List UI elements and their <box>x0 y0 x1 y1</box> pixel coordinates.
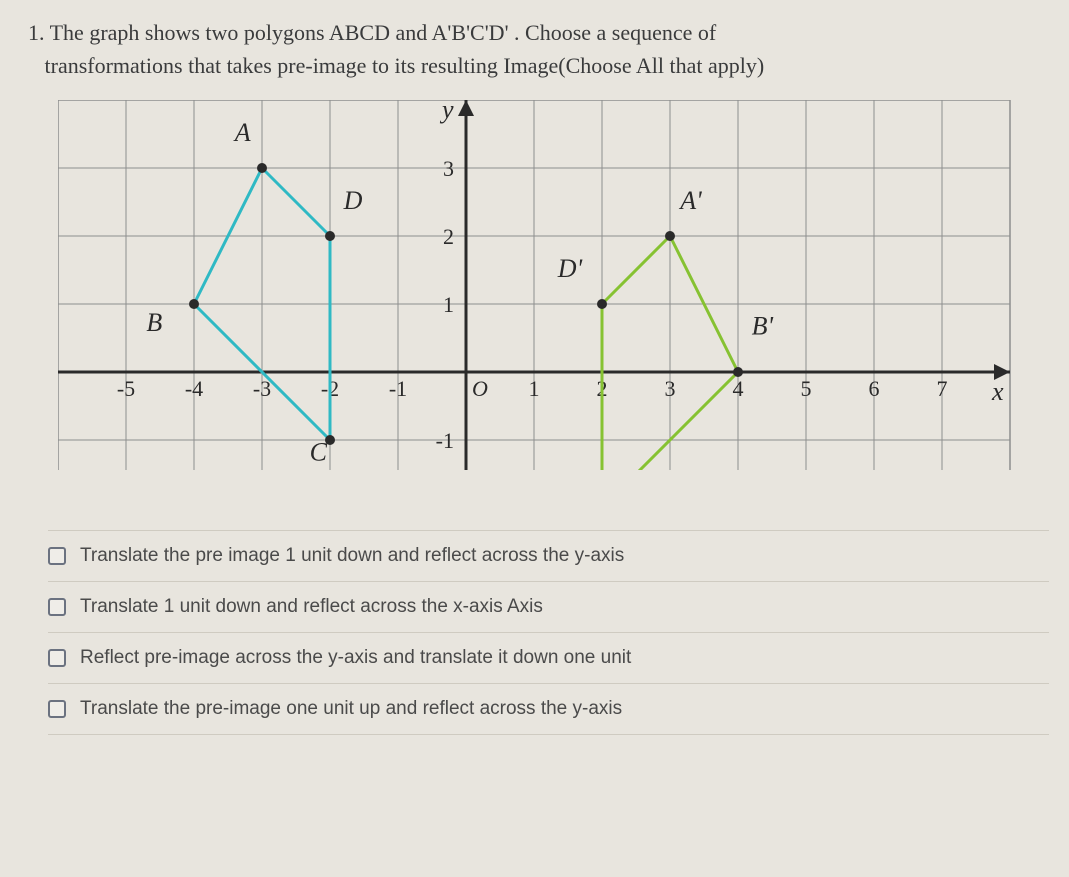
svg-text:1: 1 <box>443 292 454 317</box>
option-row[interactable]: Translate the pre image 1 unit down and … <box>48 530 1049 582</box>
option-label: Translate the pre image 1 unit down and … <box>80 545 624 567</box>
svg-text:y: y <box>439 100 454 124</box>
svg-text:3: 3 <box>443 156 454 181</box>
svg-text:5: 5 <box>801 376 812 401</box>
coordinate-graph: yxO-5-4-3-2-11234567-2-1123ABCDA'B'C'D' <box>58 100 1018 470</box>
option-row[interactable]: Reflect pre-image across the y-axis and … <box>48 633 1049 684</box>
option-label: Translate the pre-image one unit up and … <box>80 698 622 720</box>
svg-text:7: 7 <box>937 376 948 401</box>
option-label: Translate 1 unit down and reflect across… <box>80 596 543 618</box>
option-label: Reflect pre-image across the y-axis and … <box>80 647 631 669</box>
question-line1: The graph shows two polygons ABCD and A'… <box>50 20 717 45</box>
checkbox-icon[interactable] <box>48 700 66 718</box>
svg-text:C: C <box>310 437 328 466</box>
options-list: Translate the pre image 1 unit down and … <box>48 530 1049 735</box>
checkbox-icon[interactable] <box>48 598 66 616</box>
svg-text:3: 3 <box>665 376 676 401</box>
svg-text:D': D' <box>557 254 583 283</box>
svg-text:O: O <box>472 376 488 401</box>
svg-text:4: 4 <box>733 376 744 401</box>
svg-text:1: 1 <box>529 376 540 401</box>
checkbox-icon[interactable] <box>48 547 66 565</box>
question-line2: transformations that takes pre-image to … <box>45 53 765 78</box>
svg-text:6: 6 <box>869 376 880 401</box>
svg-text:B: B <box>146 308 162 337</box>
option-row[interactable]: Translate 1 unit down and reflect across… <box>48 582 1049 633</box>
svg-text:x: x <box>991 377 1004 406</box>
svg-text:A': A' <box>678 186 702 215</box>
checkbox-icon[interactable] <box>48 649 66 667</box>
svg-text:B': B' <box>752 312 774 341</box>
svg-text:A: A <box>233 118 251 147</box>
svg-text:D: D <box>343 186 363 215</box>
svg-text:2: 2 <box>443 224 454 249</box>
svg-text:-4: -4 <box>185 376 203 401</box>
question-text: 1. The graph shows two polygons ABCD and… <box>20 16 1049 82</box>
question-number: 1. <box>28 20 45 45</box>
option-row[interactable]: Translate the pre-image one unit up and … <box>48 684 1049 735</box>
svg-text:-1: -1 <box>389 376 407 401</box>
svg-text:-1: -1 <box>436 428 454 453</box>
svg-text:-5: -5 <box>117 376 135 401</box>
